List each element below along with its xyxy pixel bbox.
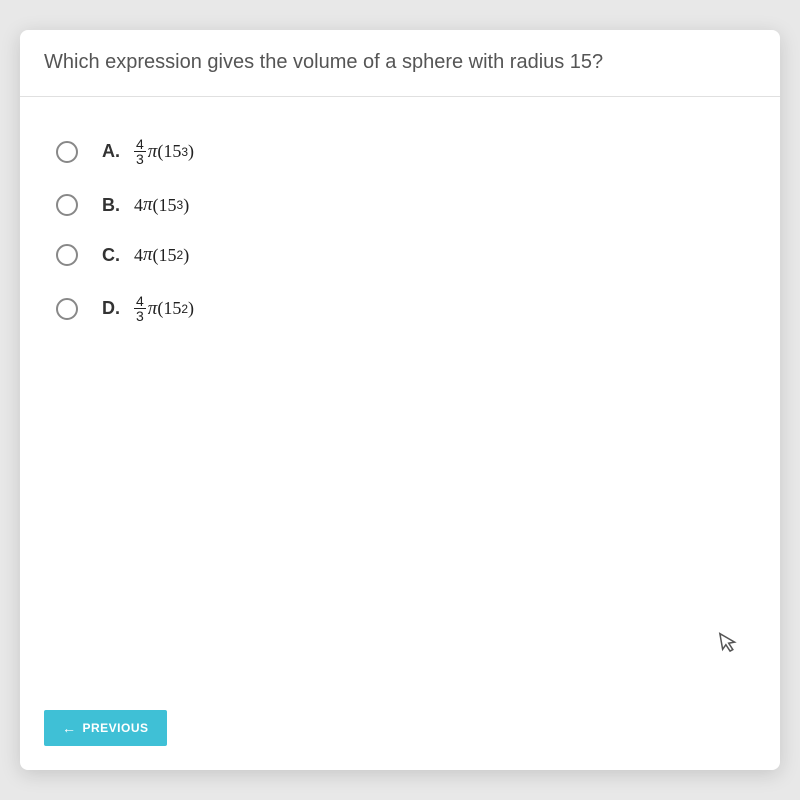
pi-c: π [143,244,153,266]
base-d: (15 [157,298,181,319]
base-b: (15 [153,195,177,216]
pi-b: π [143,194,153,216]
base-c: (15 [153,245,177,266]
close-b: ) [183,195,189,216]
exponent-a: 3 [181,145,188,159]
option-label-d: D. [102,298,124,319]
coef-c: 4 [134,245,143,266]
radio-d[interactable] [56,298,78,320]
radio-a[interactable] [56,141,78,163]
radio-c[interactable] [56,244,78,266]
close-a: ) [188,141,194,162]
option-b[interactable]: B. 4 π (15 3 ) [56,194,744,216]
option-c[interactable]: C. 4 π (15 2 ) [56,244,744,266]
option-label-c: C. [102,245,124,266]
coef-b: 4 [134,195,143,216]
question-text: Which expression gives the volume of a s… [44,48,756,76]
question-header: Which expression gives the volume of a s… [20,30,780,97]
footer: ← PREVIOUS [20,692,780,770]
radio-b[interactable] [56,194,78,216]
option-d[interactable]: D. 4 3 π (15 2 ) [56,294,744,323]
exponent-d: 2 [181,302,188,316]
fraction-d: 4 3 [134,294,146,323]
exponent-b: 3 [177,198,184,212]
option-label-a: A. [102,141,124,162]
option-expr-d: 4 3 π (15 2 ) [134,294,194,323]
quiz-card: Which expression gives the volume of a s… [20,30,780,770]
previous-button[interactable]: ← PREVIOUS [44,710,167,746]
base-a: (15 [157,141,181,162]
pi-a: π [148,141,158,163]
exponent-c: 2 [177,248,184,262]
option-label-b: B. [102,195,124,216]
fraction-a: 4 3 [134,137,146,166]
previous-arrow-icon: ← [62,720,77,736]
option-a[interactable]: A. 4 3 π (15 3 ) [56,137,744,166]
close-d: ) [188,298,194,319]
option-expr-b: 4 π (15 3 ) [134,194,189,216]
previous-label: PREVIOUS [83,721,149,735]
options-container: A. 4 3 π (15 3 ) B. 4 π (15 3 ) [20,97,780,692]
close-c: ) [183,245,189,266]
pi-d: π [148,298,158,320]
option-expr-a: 4 3 π (15 3 ) [134,137,194,166]
option-expr-c: 4 π (15 2 ) [134,244,189,266]
